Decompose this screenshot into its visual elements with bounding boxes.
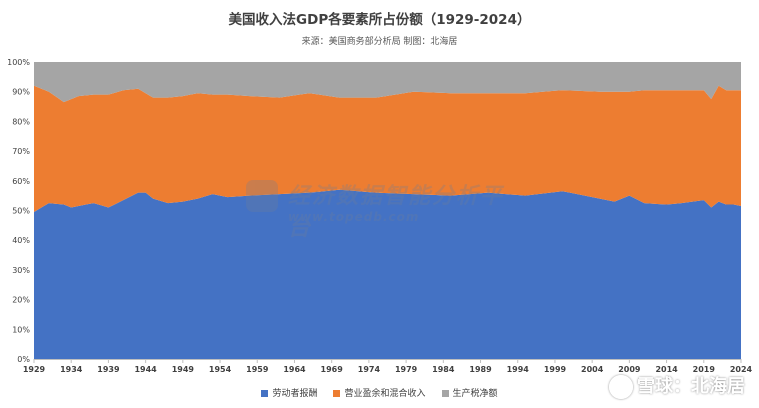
y-tick-label: 50% [12, 207, 30, 216]
x-tick-label: 1959 [246, 365, 269, 374]
x-tick-label: 1949 [172, 365, 195, 374]
snowball-logo-icon [609, 375, 633, 399]
x-tick-label: 2004 [581, 365, 604, 374]
x-tick-label: 2014 [655, 365, 678, 374]
y-tick-label: 20% [12, 296, 30, 305]
legend-item-surplus: 营业盈余和混合收入 [333, 386, 426, 399]
chart-subtitle: 来源：美国商务部分析局 制图：北海居 [301, 37, 458, 47]
y-tick-label: 70% [12, 147, 30, 156]
legend-label: 营业盈余和混合收入 [344, 389, 426, 399]
x-tick-label: 1999 [544, 365, 567, 374]
legend-swatch [441, 390, 449, 397]
legend: 劳动者报酬 营业盈余和混合收入 生产税净额 [0, 386, 759, 399]
x-tick-label: 1994 [507, 365, 530, 374]
y-tick-label: 90% [12, 88, 30, 97]
legend-item-labor: 劳动者报酬 [261, 386, 317, 399]
y-tick-label: 40% [12, 236, 30, 245]
x-tick-label: 1974 [358, 365, 381, 374]
y-tick-label: 0% [17, 355, 30, 364]
x-tick-label: 2019 [693, 365, 716, 374]
legend-swatch [333, 390, 341, 397]
legend-swatch [261, 390, 269, 397]
x-tick-label: 1964 [283, 365, 306, 374]
chart-title: 美国收入法GDP各要素所占份额（1929-2024） [228, 12, 531, 28]
area-series-surplus [34, 85, 741, 212]
y-tick-label: 80% [12, 117, 30, 126]
x-tick-label: 1944 [134, 365, 157, 374]
x-tick-label: 1969 [321, 365, 344, 374]
area-series-labor [34, 189, 741, 359]
x-tick-label: 1939 [97, 365, 120, 374]
areas-layer [34, 62, 741, 359]
y-tick-label: 10% [12, 325, 30, 334]
area-series-tax [34, 62, 741, 103]
legend-label: 生产税净额 [452, 389, 498, 399]
y-tick-label: 30% [12, 266, 30, 275]
legend-label: 劳动者报酬 [272, 389, 318, 399]
x-tick-label: 2009 [618, 365, 641, 374]
source-mark: 雪球：北海居 [609, 372, 745, 399]
x-tick-label: 1934 [60, 365, 83, 374]
x-tick-label: 1929 [23, 365, 46, 374]
y-axis: 0% 10% 20% 30% 40% 50% 60% 70% 80% 90% 100% [7, 58, 30, 364]
x-axis: 1929 1934 1939 1944 1949 1954 1959 1964 1969 1974… [23, 359, 753, 374]
x-tick-label: 1984 [432, 365, 455, 374]
x-tick-label: 1954 [209, 365, 232, 374]
y-tick-label: 60% [12, 177, 30, 186]
x-tick-label: 1979 [395, 365, 418, 374]
legend-item-tax: 生产税净额 [441, 386, 498, 399]
source-mark-text: 雪球：北海居 [637, 376, 745, 397]
x-tick-label: 2024 [730, 365, 753, 374]
y-tick-label: 100% [7, 58, 30, 67]
x-tick-label: 1989 [469, 365, 492, 374]
